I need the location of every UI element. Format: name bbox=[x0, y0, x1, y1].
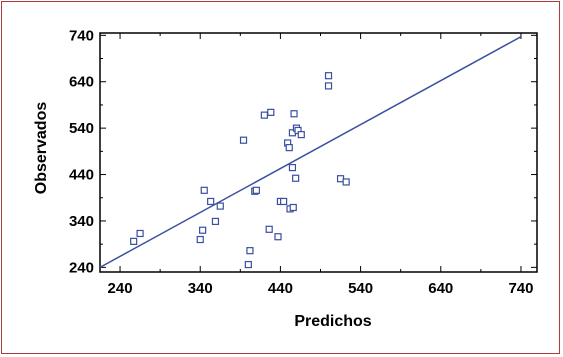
data-point bbox=[136, 229, 144, 238]
data-point bbox=[199, 226, 207, 234]
y-tick-label: 440 bbox=[69, 167, 94, 184]
data-point bbox=[211, 217, 220, 226]
data-point bbox=[274, 233, 282, 241]
y-tick-label: 340 bbox=[69, 213, 94, 230]
y-tick-label: 540 bbox=[69, 120, 94, 137]
data-marks bbox=[99, 36, 522, 269]
data-point bbox=[265, 225, 273, 233]
y-tick-label: 240 bbox=[69, 259, 94, 276]
y-axis-ticks: 240 340 440 540 640 740 bbox=[69, 27, 537, 276]
x-axis-label: Predichos bbox=[294, 313, 371, 330]
data-point bbox=[292, 174, 300, 182]
data-point bbox=[252, 186, 260, 194]
data-point bbox=[289, 203, 297, 212]
data-point bbox=[130, 237, 138, 245]
data-point bbox=[216, 202, 224, 210]
data-point bbox=[260, 111, 268, 119]
x-tick-label: 240 bbox=[108, 280, 133, 297]
y-axis-label: Observados bbox=[33, 102, 50, 195]
x-axis-ticks: 240 340 440 540 640 740 bbox=[108, 33, 533, 297]
data-point bbox=[196, 235, 204, 244]
data-point bbox=[288, 163, 297, 172]
x-tick-label: 640 bbox=[428, 280, 453, 297]
data-point bbox=[244, 260, 252, 269]
x-tick-label: 540 bbox=[348, 280, 373, 297]
y-tick-label: 740 bbox=[69, 27, 94, 44]
data-point bbox=[239, 136, 248, 144]
data-point bbox=[285, 144, 293, 152]
plot-area bbox=[99, 32, 538, 273]
data-point bbox=[280, 197, 288, 206]
data-point bbox=[342, 178, 350, 186]
data-point bbox=[200, 186, 208, 194]
data-point bbox=[267, 108, 275, 116]
data-point bbox=[246, 247, 254, 255]
data-point bbox=[324, 72, 333, 80]
data-point bbox=[324, 82, 333, 90]
data-point bbox=[297, 131, 305, 139]
x-tick-label: 440 bbox=[268, 280, 293, 297]
data-point bbox=[290, 110, 298, 118]
data-point bbox=[207, 197, 215, 206]
y-tick-label: 640 bbox=[69, 74, 94, 91]
plot-border bbox=[99, 32, 538, 273]
x-tick-label: 740 bbox=[508, 280, 533, 297]
fit-line bbox=[99, 36, 522, 269]
x-tick-label: 340 bbox=[188, 280, 213, 297]
